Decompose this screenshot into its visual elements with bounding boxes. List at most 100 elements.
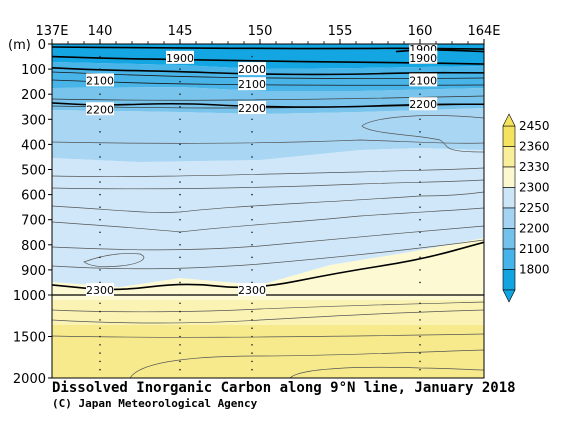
contour-2000-2 xyxy=(52,55,484,65)
station-dot xyxy=(99,344,101,346)
station-dot xyxy=(99,131,101,133)
contour-2200-4 xyxy=(52,102,484,108)
station-dot xyxy=(99,168,101,171)
isoline-lower-2 xyxy=(52,239,484,270)
isoline-deep-3 xyxy=(52,333,484,338)
station-dot xyxy=(179,206,181,208)
station-dot xyxy=(419,302,421,305)
contour-2300-5 xyxy=(52,241,484,291)
contour-label-bg-0 xyxy=(166,50,194,64)
station-dot xyxy=(179,244,181,246)
isoline-mid-4 xyxy=(52,191,484,213)
station-dot xyxy=(251,168,253,171)
station-dot xyxy=(251,131,253,133)
y-tick-label-8: 800 xyxy=(21,239,46,254)
colorbar-label-0: 2450 xyxy=(519,119,550,133)
station-dot xyxy=(99,181,101,183)
plot-frame xyxy=(51,43,485,379)
station-dot xyxy=(179,80,181,83)
colorbar-swatch-7 xyxy=(502,269,516,291)
station-dot xyxy=(179,156,181,158)
station-dot xyxy=(419,181,421,183)
colorbar-label-2: 2330 xyxy=(519,160,550,174)
x-tick-label-4: 155 xyxy=(328,24,353,39)
y-tick-label-7: 700 xyxy=(21,214,46,229)
isoline-mid-1 xyxy=(52,139,484,144)
colorbar-swatch-2 xyxy=(502,166,516,188)
station-dot xyxy=(99,118,101,121)
y-tick-label-3: 300 xyxy=(21,113,46,128)
isoline-mid-5 xyxy=(52,207,484,233)
station-dot xyxy=(251,327,253,330)
station-dot xyxy=(419,281,421,284)
station-dot xyxy=(419,335,421,338)
contour-label-bg-7 xyxy=(86,102,114,116)
station-dot xyxy=(251,310,253,313)
station-dot xyxy=(251,181,253,183)
y-tick-label-6: 600 xyxy=(21,189,46,204)
station-dot xyxy=(99,281,101,284)
contour-label-5: 2100 xyxy=(238,78,266,91)
isoline-lens xyxy=(83,253,145,268)
station-dot xyxy=(99,319,101,321)
y-tick-label-0: 0 xyxy=(38,38,46,53)
y-tick-label-4: 400 xyxy=(21,138,46,153)
station-dot xyxy=(179,131,181,133)
y-tick-label-9: 900 xyxy=(21,264,46,279)
colorbar-label-3: 2300 xyxy=(519,181,550,195)
station-dot xyxy=(99,218,101,221)
station-dot xyxy=(251,368,253,371)
colorbar-label-5: 2200 xyxy=(519,222,550,236)
contour-1900-0 xyxy=(52,46,484,50)
station-dot xyxy=(251,244,253,246)
field-light-blue xyxy=(52,108,484,162)
contour-label-0: 1900 xyxy=(166,52,194,65)
contour-label-6: 2100 xyxy=(409,74,437,87)
station-dot xyxy=(179,231,181,234)
contour-label-7: 2200 xyxy=(86,103,114,116)
station-dot xyxy=(179,105,181,108)
x-tick-label-1: 140 xyxy=(88,24,113,39)
station-dot xyxy=(419,256,421,259)
isoline-tongue xyxy=(361,115,484,153)
contour-2100-3 xyxy=(52,67,484,76)
station-dot xyxy=(99,231,101,234)
contour-label-4: 2100 xyxy=(86,74,114,87)
station-dot xyxy=(251,156,253,158)
isoline-mid-3 xyxy=(52,179,484,190)
station-dot xyxy=(251,193,253,196)
station-dot xyxy=(251,256,253,259)
station-dot xyxy=(99,327,101,330)
station-dot xyxy=(419,156,421,158)
station-dot xyxy=(251,206,253,208)
station-dot xyxy=(419,269,421,271)
contour-label-9: 2200 xyxy=(409,98,437,111)
contour-label-11: 2300 xyxy=(238,284,266,297)
contour-label-bg-10 xyxy=(86,282,114,296)
station-dot xyxy=(419,319,421,321)
station-dot xyxy=(419,352,421,354)
field-deeper-yellow xyxy=(52,325,484,378)
field-pale-blue xyxy=(52,148,484,287)
station-dot xyxy=(419,168,421,171)
contour-label-bg-2 xyxy=(409,50,438,64)
colorbar-label-7: 1800 xyxy=(519,263,550,277)
station-dot xyxy=(419,360,421,363)
station-dot xyxy=(251,55,253,58)
station-dot xyxy=(251,231,253,234)
station-dot xyxy=(99,360,101,363)
colorbar-label-6: 2100 xyxy=(519,242,550,256)
station-dot xyxy=(99,244,101,246)
contour-label-bg-6 xyxy=(409,73,438,87)
station-dot xyxy=(251,344,253,346)
station-dot xyxy=(99,206,101,208)
colorbar-label-1: 2360 xyxy=(519,140,550,154)
station-dot xyxy=(419,368,421,371)
colorbar-swatch-1 xyxy=(502,146,516,168)
station-dot xyxy=(251,319,253,321)
chart-credit: (C) Japan Meteorological Agency xyxy=(52,397,258,410)
contour-label-8: 2200 xyxy=(238,102,266,115)
station-dot xyxy=(251,352,253,354)
station-dot xyxy=(179,269,181,271)
station-dot xyxy=(179,143,181,146)
